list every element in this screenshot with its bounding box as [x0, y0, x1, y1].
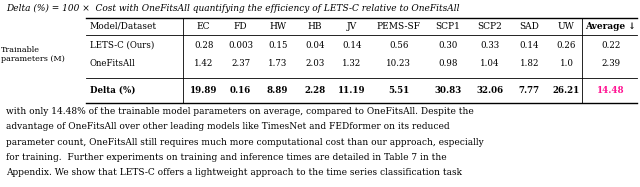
Text: 1.42: 1.42 — [194, 59, 213, 68]
Text: UW: UW — [558, 22, 575, 31]
Text: 0.16: 0.16 — [230, 86, 252, 95]
Text: HB: HB — [307, 22, 322, 31]
Text: 30.83: 30.83 — [435, 86, 461, 95]
Text: 0.22: 0.22 — [601, 41, 621, 50]
Text: 0.15: 0.15 — [268, 41, 287, 50]
Text: Delta (%): Delta (%) — [90, 86, 135, 95]
Text: 5.51: 5.51 — [388, 86, 409, 95]
Text: 8.89: 8.89 — [267, 86, 289, 95]
Text: 1.04: 1.04 — [480, 59, 500, 68]
Text: for training.  Further experiments on training and inference times are detailed : for training. Further experiments on tra… — [6, 153, 447, 162]
Text: LETS-C (Ours): LETS-C (Ours) — [90, 41, 154, 50]
Text: 0.28: 0.28 — [194, 41, 213, 50]
Text: 10.23: 10.23 — [386, 59, 411, 68]
Text: 0.14: 0.14 — [342, 41, 362, 50]
Text: HW: HW — [269, 22, 286, 31]
Text: JV: JV — [347, 22, 357, 31]
Text: Appendix. We show that LETS-C offers a lightweight approach to the time series c: Appendix. We show that LETS-C offers a l… — [6, 168, 462, 177]
Text: 11.19: 11.19 — [338, 86, 365, 95]
Text: 0.26: 0.26 — [557, 41, 576, 50]
Text: 0.14: 0.14 — [520, 41, 539, 50]
Text: 0.33: 0.33 — [481, 41, 499, 50]
Text: OneFitsAll: OneFitsAll — [90, 59, 135, 68]
Text: 2.39: 2.39 — [602, 59, 620, 68]
Text: 1.73: 1.73 — [268, 59, 287, 68]
Text: 2.28: 2.28 — [304, 86, 325, 95]
Text: 1.32: 1.32 — [342, 59, 362, 68]
Text: with only 14.48% of the trainable model parameters on average, compared to OneFi: with only 14.48% of the trainable model … — [6, 107, 474, 116]
Text: 0.04: 0.04 — [305, 41, 324, 50]
Text: Average ↓: Average ↓ — [586, 22, 636, 31]
Text: parameter count, OneFitsAll still requires much more computational cost than our: parameter count, OneFitsAll still requir… — [6, 138, 484, 147]
Text: 14.48: 14.48 — [597, 86, 625, 95]
Text: 2.37: 2.37 — [231, 59, 250, 68]
Text: 0.56: 0.56 — [389, 41, 408, 50]
Text: SAD: SAD — [520, 22, 540, 31]
Text: 1.0: 1.0 — [559, 59, 573, 68]
Text: Delta (%) = 100 ×  Cost with OneFitsAll quantifying the efficiency of LETS-C rel: Delta (%) = 100 × Cost with OneFitsAll q… — [6, 4, 460, 13]
Text: 2.03: 2.03 — [305, 59, 324, 68]
Text: SCP1: SCP1 — [436, 22, 460, 31]
Text: advantage of OneFitsAll over other leading models like TimesNet and FEDformer on: advantage of OneFitsAll over other leadi… — [6, 122, 450, 131]
Text: 0.30: 0.30 — [438, 41, 458, 50]
Text: SCP2: SCP2 — [477, 22, 502, 31]
Text: Trainable
parameters (M): Trainable parameters (M) — [1, 46, 65, 63]
Text: EC: EC — [197, 22, 211, 31]
Text: 1.82: 1.82 — [520, 59, 539, 68]
Text: 0.98: 0.98 — [438, 59, 458, 68]
Text: 7.77: 7.77 — [519, 86, 540, 95]
Text: 26.21: 26.21 — [553, 86, 580, 95]
Text: PEMS-SF: PEMS-SF — [376, 22, 420, 31]
Text: Model/Dataset: Model/Dataset — [90, 22, 157, 31]
Text: 0.003: 0.003 — [228, 41, 253, 50]
Text: 32.06: 32.06 — [476, 86, 504, 95]
Text: FD: FD — [234, 22, 248, 31]
Text: 19.89: 19.89 — [190, 86, 218, 95]
